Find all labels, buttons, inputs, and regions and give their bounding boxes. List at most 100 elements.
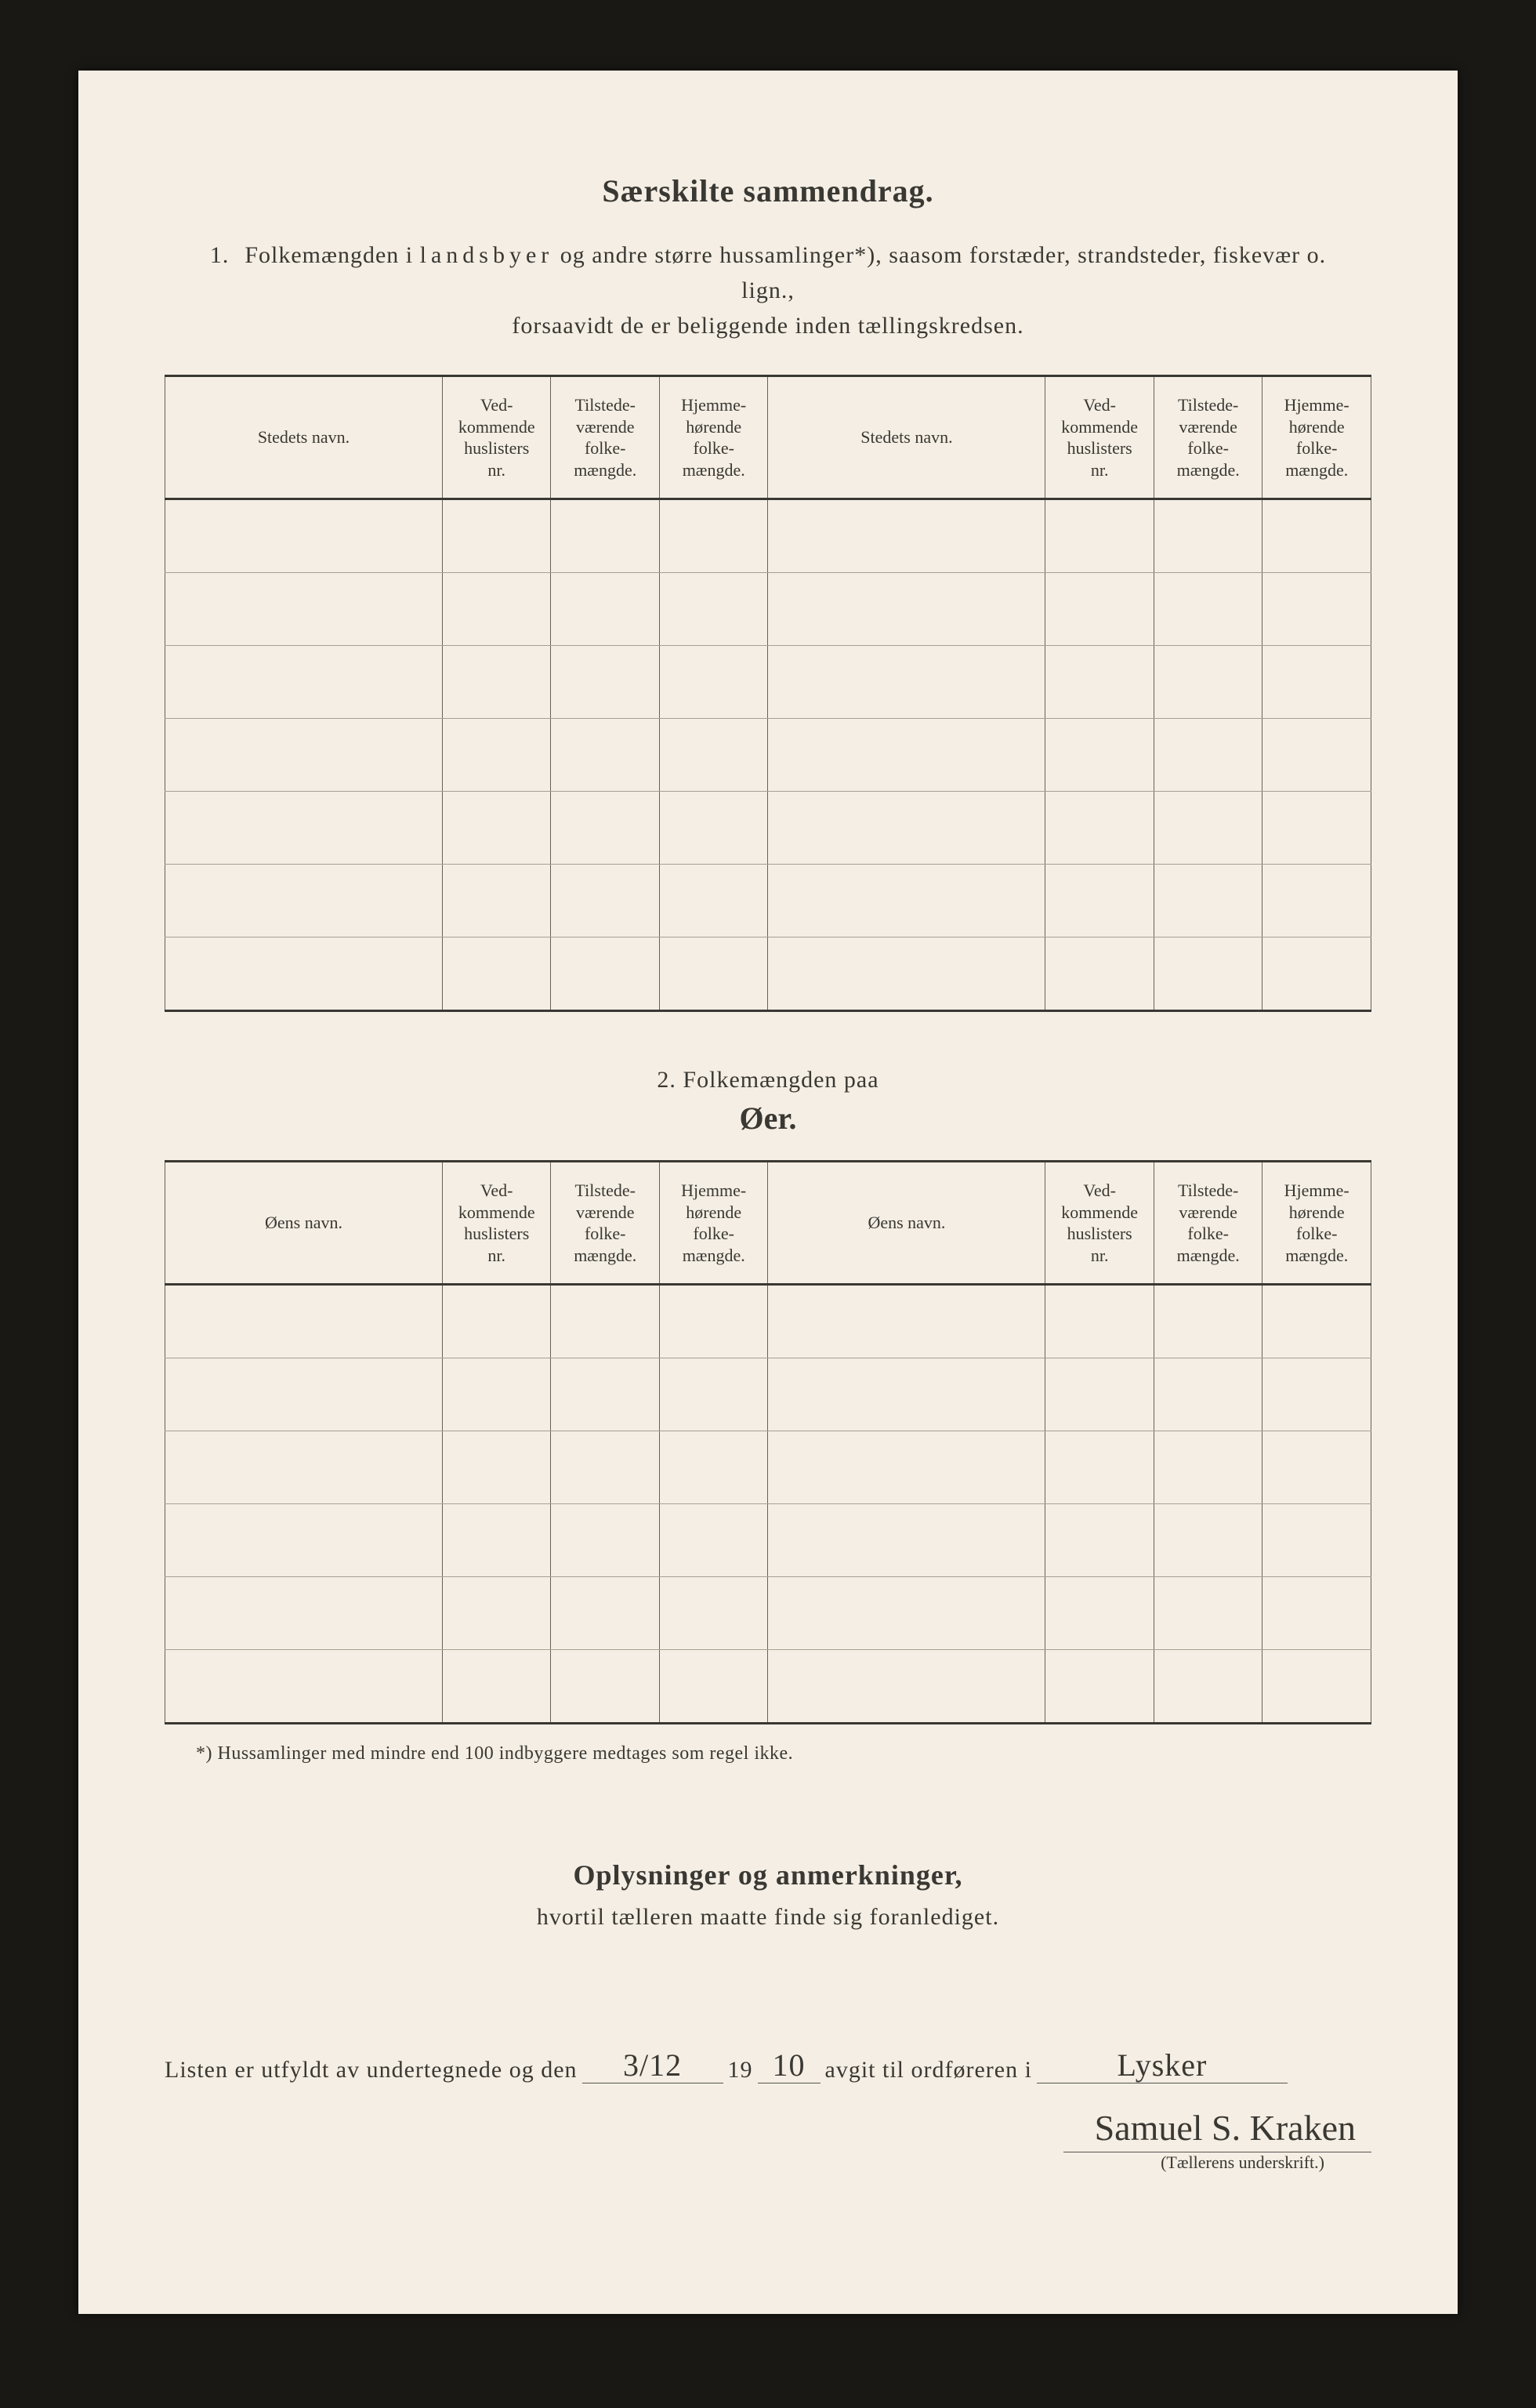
section1-intro: 1. Folkemængden i landsbyer og andre stør… (180, 238, 1356, 343)
table-cell (659, 1650, 768, 1724)
table-cell (659, 646, 768, 719)
intro-text-a: Folkemængden i (245, 242, 419, 268)
table-cell (1262, 1358, 1371, 1431)
table-cell (165, 1285, 443, 1358)
table-cell (165, 1577, 443, 1650)
table-cell (659, 1358, 768, 1431)
sig-year-prefix: 19 (728, 2057, 753, 2083)
table-row (165, 865, 1371, 937)
table-cell (1045, 1285, 1154, 1358)
table-cell (1262, 1504, 1371, 1577)
table-cell (768, 1431, 1045, 1504)
table-cell (165, 1358, 443, 1431)
th-col3-right: Tilstede- værende folke- mængde. (1154, 376, 1262, 499)
th2-col3-left: Tilstede- værende folke- mængde. (551, 1162, 660, 1285)
section1-number: 1. (210, 242, 230, 268)
table-row (165, 1431, 1371, 1504)
intro-spaced-word: landsbyer (420, 242, 554, 268)
table-cell (1045, 1431, 1154, 1504)
table-cell (1154, 1431, 1262, 1504)
intro-text-b: og andre større hussamlinger*), saasom f… (553, 242, 1326, 303)
th-col4-right: Hjemme- hørende folke- mængde. (1262, 376, 1371, 499)
table-cell (1154, 719, 1262, 792)
table-cell (442, 1285, 551, 1358)
table-cell (1045, 865, 1154, 937)
table-cell (1154, 646, 1262, 719)
section2-prefix: 2. Folkemængden paa (165, 1067, 1371, 1093)
table-cell (551, 646, 660, 719)
remarks-title: Oplysninger og anmerkninger, (165, 1859, 1371, 1891)
table-cell (165, 937, 443, 1011)
table-cell (551, 937, 660, 1011)
table-cell (1262, 719, 1371, 792)
table-cell (1045, 1650, 1154, 1724)
table-section2: Øens navn. Ved- kommende huslisters nr. … (165, 1160, 1371, 1724)
table-cell (165, 573, 443, 646)
table-cell (1262, 646, 1371, 719)
table-row (165, 719, 1371, 792)
table-cell (1045, 573, 1154, 646)
table-cell (551, 1358, 660, 1431)
table-cell (768, 719, 1045, 792)
table1-body (165, 499, 1371, 1011)
table-cell (768, 1285, 1045, 1358)
table-cell (768, 1650, 1045, 1724)
table-cell (768, 499, 1045, 573)
table-cell (659, 573, 768, 646)
table-cell (165, 1650, 443, 1724)
table-row (165, 646, 1371, 719)
table-cell (1262, 499, 1371, 573)
table-cell (659, 1504, 768, 1577)
footnote: *) Hussamlinger med mindre end 100 indby… (196, 1743, 1371, 1764)
table-cell (1045, 499, 1154, 573)
table-cell (442, 1504, 551, 1577)
table-row (165, 792, 1371, 865)
table-cell (442, 646, 551, 719)
scan-background: Særskilte sammendrag. 1. Folkemængden i l… (0, 0, 1536, 2408)
table-cell (442, 1431, 551, 1504)
signature-name: Samuel S. Kraken (1063, 2107, 1371, 2152)
table-cell (165, 792, 443, 865)
table-cell (551, 1431, 660, 1504)
th-name-right: Stedets navn. (768, 376, 1045, 499)
table-cell (1262, 573, 1371, 646)
table-cell (659, 1577, 768, 1650)
page-title: Særskilte sammendrag. (165, 172, 1371, 209)
table-row (165, 937, 1371, 1011)
table-cell (551, 1285, 660, 1358)
table-row (165, 1577, 1371, 1650)
sig-place-fill: Lysker (1037, 2050, 1288, 2083)
th2-col2-left: Ved- kommende huslisters nr. (442, 1162, 551, 1285)
table-cell (551, 1577, 660, 1650)
table-cell (768, 865, 1045, 937)
table-cell (165, 865, 443, 937)
sig-date-fill: 3/12 (582, 2050, 723, 2083)
table-row (165, 1285, 1371, 1358)
table-row (165, 1504, 1371, 1577)
table-cell (442, 1358, 551, 1431)
sig-text-b: avgit til ordføreren i (825, 2057, 1032, 2083)
table-row (165, 1650, 1371, 1724)
signature-line: Listen er utfyldt av undertegnede og den… (165, 2050, 1371, 2083)
table-cell (442, 937, 551, 1011)
th-col2-right: Ved- kommende huslisters nr. (1045, 376, 1154, 499)
table-cell (768, 1358, 1045, 1431)
table-cell (1045, 1358, 1154, 1431)
table-cell (165, 499, 443, 573)
table-cell (1154, 499, 1262, 573)
table-cell (659, 1431, 768, 1504)
table-cell (1262, 1285, 1371, 1358)
table-cell (1045, 719, 1154, 792)
table-cell (1154, 1577, 1262, 1650)
table-cell (659, 865, 768, 937)
table-row (165, 1358, 1371, 1431)
th-col2-left: Ved- kommende huslisters nr. (442, 376, 551, 499)
table-cell (768, 792, 1045, 865)
table-cell (1154, 1285, 1262, 1358)
table-cell (1045, 646, 1154, 719)
th-col3-left: Tilstede- værende folke- mængde. (551, 376, 660, 499)
table-cell (551, 573, 660, 646)
table-cell (165, 719, 443, 792)
document-page: Særskilte sammendrag. 1. Folkemængden i l… (78, 71, 1458, 2314)
table-cell (659, 792, 768, 865)
